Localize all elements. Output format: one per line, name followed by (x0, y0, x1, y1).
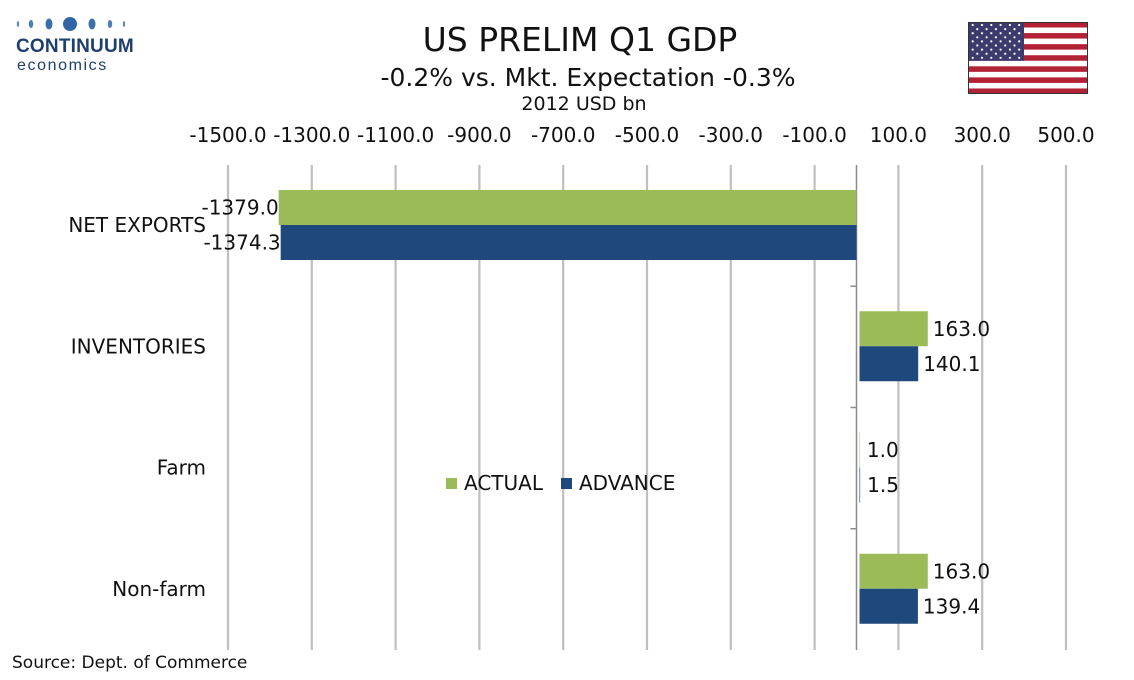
x-tick-label: -1300.0 (273, 123, 350, 147)
us-flag-icon (968, 22, 1088, 94)
legend-swatch-advance (560, 477, 572, 489)
x-tick-label: -100.0 (782, 123, 846, 147)
logo-tagline: economics (17, 57, 108, 74)
x-tick-label: -500.0 (615, 123, 679, 147)
category-label: NET EXPORTS (68, 213, 206, 237)
legend-item-advance: ADVANCE (560, 471, 676, 495)
bar-advance (859, 467, 861, 503)
legend-label-actual: ACTUAL (464, 471, 543, 495)
legend-label-advance: ADVANCE (578, 471, 676, 495)
legend-swatch-actual (446, 477, 457, 489)
logo-dots-icon (16, 17, 126, 31)
chart-legend: ACTUAL ADVANCE (446, 471, 693, 495)
data-label: 163.0 (933, 317, 990, 341)
bar-advance (859, 588, 918, 624)
bar-actual (278, 190, 857, 225)
bar-actual (859, 553, 928, 589)
bar-advance (859, 346, 919, 382)
data-label: 1.5 (867, 473, 899, 497)
chart-subtitle: -0.2% vs. Mkt. Expectation -0.3% (380, 63, 796, 92)
data-label: 1.0 (867, 438, 899, 462)
data-label: 163.0 (933, 559, 990, 583)
data-label: 139.4 (923, 594, 980, 618)
x-tick-label: 500.0 (1037, 123, 1094, 147)
x-tick-label: 100.0 (870, 123, 927, 147)
x-tick-label: -900.0 (447, 123, 511, 147)
data-label: 140.1 (923, 352, 980, 376)
x-tick-label: -700.0 (531, 123, 595, 147)
x-tick-label: 300.0 (954, 123, 1011, 147)
chart-units: 2012 USD bn (521, 93, 647, 115)
data-label: -1374.3 (203, 231, 280, 255)
category-label: INVENTORIES (71, 334, 206, 358)
bar-advance (280, 225, 857, 260)
chart-title: US PRELIM Q1 GDP (422, 20, 738, 59)
x-tick-label: -1100.0 (357, 123, 434, 147)
category-label: Farm (157, 456, 206, 480)
x-tick-label: -300.0 (699, 123, 763, 147)
legend-item-actual: ACTUAL (446, 471, 543, 495)
category-label: Non-farm (112, 577, 206, 601)
x-tick-label: -1500.0 (189, 123, 266, 147)
source-note: Source: Dept. of Commerce (12, 653, 248, 673)
logo-wordmark: CONTINUUM (16, 36, 134, 57)
bar-actual (859, 311, 928, 347)
data-label: -1379.0 (201, 196, 278, 220)
continuum-logo: CONTINUUM economics (14, 14, 134, 74)
